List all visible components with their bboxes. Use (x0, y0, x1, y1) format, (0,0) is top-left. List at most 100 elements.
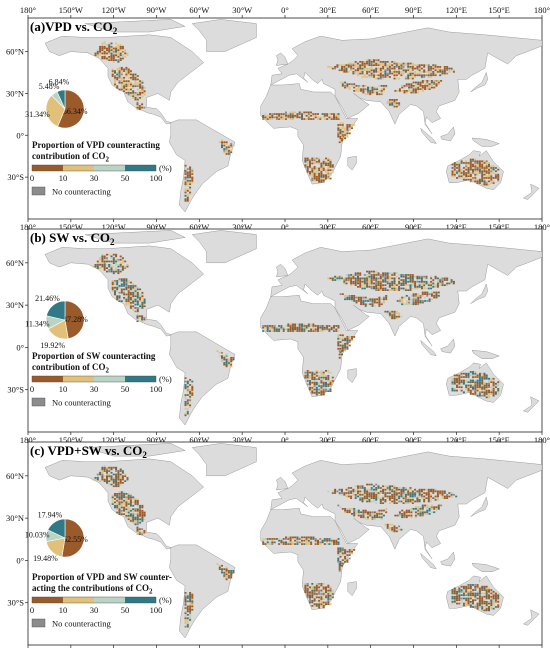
legend-scale-label: 100 (150, 605, 163, 615)
pie-slice-label: 17.94% (38, 510, 63, 519)
legend-bar-frame (31, 164, 157, 172)
legend-bar-frame (31, 596, 157, 604)
legend-unit: (%) (159, 374, 172, 384)
pie-chart: 47.28% 19.92% 11.34% 21.46% (25, 294, 88, 350)
land-6 (276, 476, 289, 491)
land-11 (347, 368, 357, 384)
lat-tick-label: 30°N (6, 300, 24, 310)
no-counteracting-swatch (31, 186, 46, 196)
land-10 (471, 137, 500, 147)
lon-tick-label-top: 90°E (405, 5, 422, 15)
active-region-6 (337, 547, 356, 567)
no-counteracting-swatch (31, 618, 46, 628)
active-region-0 (92, 253, 129, 275)
land-4 (270, 238, 542, 347)
legend-title-line2: contribution of CO2 (32, 362, 110, 375)
lon-tick-label-top: 120°W (102, 5, 126, 15)
lat-tick-label: 30°N (6, 88, 24, 98)
pie-slice (56, 89, 66, 110)
active-region-11 (394, 504, 443, 519)
land-8 (420, 552, 437, 570)
lon-tick-label-top: 150°W (59, 5, 83, 15)
land-6 (276, 263, 289, 278)
pie-slice-label: 6.84% (49, 78, 70, 87)
lat-tick-label: 30°S (7, 385, 24, 395)
active-region-6 (337, 334, 356, 354)
active-region-1 (111, 66, 146, 101)
pie-slice-label: 19.92% (40, 341, 65, 350)
panel-title-subscript: 2 (110, 237, 115, 247)
land-12 (522, 396, 540, 413)
land-3 (260, 508, 359, 611)
map-panel-c: (c) VPD+SW vs. CO260°N30°N0°30°S52.55%19… (6, 439, 543, 648)
pie-slice-label: 52.55% (63, 535, 88, 544)
panel-title-main: (a)VPD vs. CO (30, 19, 113, 34)
land-12 (522, 183, 540, 200)
panel-title: (c) VPD+SW vs. CO2 (30, 443, 147, 460)
land-1 (191, 19, 257, 52)
legend-bar-class-50-100 (125, 165, 156, 171)
active-region-11 (396, 291, 440, 306)
lat-tick-label: 30°S (7, 598, 24, 608)
lon-tick-label-top: 180° (534, 5, 550, 15)
active-region-5 (262, 323, 340, 332)
legend-title-line1: Proportion of VPD and SW counter- (32, 572, 172, 582)
legend-scale-label: 10 (59, 605, 68, 615)
legend-bar-class-10-30 (63, 165, 94, 171)
lat-tick-label: 0° (16, 130, 24, 140)
lon-tick-label-top: 60°E (362, 5, 379, 15)
active-region-10 (337, 504, 388, 520)
active-region-4 (184, 164, 194, 202)
pie-slice (47, 518, 66, 539)
legend-scale-label: 0 (30, 173, 34, 183)
land-13 (85, 230, 186, 244)
active-region-8 (338, 563, 343, 572)
lon-tick-label-top: 180° (20, 5, 36, 15)
land-12 (522, 609, 540, 626)
legend-scale-label: 50 (121, 173, 130, 183)
no-counteracting-label: No counteracting (52, 619, 112, 629)
legend-bar-class-30-50 (94, 376, 125, 382)
land-7 (470, 283, 488, 304)
lat-tick-label: 30°N (6, 513, 24, 523)
map-body (44, 19, 542, 213)
pie-slice-label: 19.48% (33, 554, 58, 563)
legend-scale-label: 50 (121, 605, 130, 615)
active-region-10 (339, 81, 388, 96)
lon-tick-label-top: 90°W (147, 5, 167, 15)
land-8 (420, 339, 437, 357)
active-region-12 (386, 99, 401, 108)
active-region-8 (338, 350, 343, 359)
active-region-13 (451, 584, 500, 612)
land-1 (191, 443, 257, 477)
active-region-12 (384, 310, 403, 320)
legend-title-line1: Proportion of VPD counteracting (32, 140, 160, 150)
legend-scale-label: 100 (150, 173, 163, 183)
legend-scale-label: 10 (59, 173, 68, 183)
pie-slice-label: 47.28% (63, 315, 88, 324)
panel-title: (b) SW vs. CO2 (30, 230, 115, 247)
active-region-13 (451, 158, 500, 186)
legend-title-line2: contribution of CO2 (32, 151, 110, 164)
pie-slice (45, 94, 66, 127)
active-region-9 (327, 270, 455, 291)
land-3 (260, 295, 359, 398)
legend-title-line2: acting the contributions of CO2 (32, 583, 153, 596)
land-9 (440, 338, 456, 354)
lon-tick-label-top: 0° (281, 5, 289, 15)
map-body (44, 230, 542, 426)
active-region-2 (136, 313, 146, 323)
land-9 (440, 126, 456, 142)
map-body (44, 443, 542, 639)
land-4 (270, 451, 542, 560)
pie-slice-label: 31.34% (25, 110, 50, 119)
legend-bar-class-30-50 (94, 165, 125, 171)
pie-slice (57, 89, 85, 129)
active-region-11 (394, 80, 443, 94)
land-13 (85, 19, 186, 33)
legend-bar-class-50-100 (125, 376, 156, 382)
active-region-13 (451, 371, 500, 399)
lon-tick-label-top: 30°E (319, 5, 336, 15)
legend-bar-class-0-10 (32, 597, 63, 603)
